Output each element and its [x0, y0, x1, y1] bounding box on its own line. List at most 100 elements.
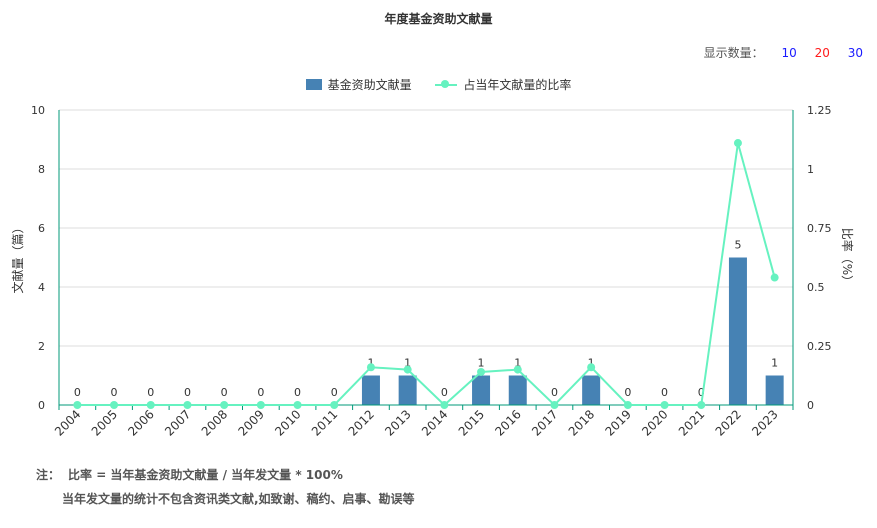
bar-2012	[361, 375, 380, 405]
left-axis-title: 文献量（篇）	[10, 221, 25, 293]
note-ratio-formula: 比率 = 当年基金资助文献量 / 当年发文量 * 100%	[68, 468, 343, 482]
right-axis-tick-label: 0	[807, 399, 814, 412]
x-axis-tick-label: 2008	[199, 407, 230, 438]
x-axis-tick-label: 2004	[52, 407, 83, 438]
bar-data-label: 0	[147, 386, 154, 399]
x-axis-tick-label: 2023	[749, 407, 780, 438]
bar-2023	[765, 375, 784, 405]
count-selector: 显示数量： 10 20 30	[704, 44, 863, 61]
bar-data-label: 0	[294, 386, 301, 399]
left-axis-tick-label: 0	[38, 399, 45, 412]
ratio-line	[77, 142, 776, 407]
left-axis-tick-label: 6	[38, 222, 45, 235]
legend-line-swatch	[435, 79, 458, 90]
bar-data-label: 0	[441, 386, 448, 399]
bar-data-label: 0	[698, 386, 705, 399]
ratio-point-2005	[110, 401, 119, 409]
right-axis-tick-label: 1.25	[807, 104, 832, 117]
ratio-point-2020	[660, 401, 669, 409]
bar-2022	[728, 257, 747, 405]
legend-bar-label: 基金资助文献量	[327, 78, 412, 92]
count-option-30[interactable]: 30	[847, 46, 863, 60]
bar-data-label: 0	[624, 386, 631, 399]
count-option-10[interactable]: 10	[781, 46, 797, 60]
ratio-point-2007	[183, 401, 192, 409]
bar-data-label: 5	[734, 239, 741, 252]
note-line-1: 注： 比率 = 当年基金资助文献量 / 当年发文量 * 100%	[36, 466, 343, 483]
x-axis-tick-label: 2006	[125, 407, 156, 438]
legend-bar-swatch	[305, 79, 322, 90]
bar-data-label: 0	[661, 386, 668, 399]
bar-2018	[582, 375, 601, 405]
x-axis-tick-label: 2011	[309, 407, 340, 438]
ratio-point-2018	[587, 363, 596, 372]
left-axis-tick-label: 2	[38, 340, 45, 353]
bar-data-label: 0	[221, 386, 228, 399]
ratio-point-2022	[733, 139, 742, 148]
bar-2016	[508, 375, 527, 405]
left-axis-tick-label: 10	[31, 104, 45, 117]
x-axis-tick-label: 2015	[456, 407, 487, 438]
ratio-point-2008	[220, 401, 229, 409]
bar-data-label: 0	[331, 386, 338, 399]
ratio-point-2004	[73, 401, 82, 409]
x-axis-tick-label: 2009	[235, 407, 266, 438]
bar-data-label: 0	[74, 386, 81, 399]
ratio-point-2012	[366, 363, 375, 372]
x-axis-tick-label: 2012	[346, 407, 377, 438]
ratio-point-2014	[440, 401, 449, 409]
bar-data-label: 0	[257, 386, 264, 399]
bar-2015	[472, 375, 491, 405]
bar-data-label: 0	[551, 386, 558, 399]
bar-data-label: 1	[771, 357, 778, 370]
right-axis-tick-label: 0.25	[807, 340, 832, 353]
bar-data-label: 1	[514, 357, 521, 370]
ratio-point-2021	[697, 401, 706, 409]
x-axis-tick-label: 2016	[492, 407, 523, 438]
bar-data-label: 0	[184, 386, 191, 399]
legend-item-line[interactable]: 占当年文献量的比率	[435, 76, 571, 93]
bar-data-label: 0	[111, 386, 118, 399]
legend-item-bar[interactable]: 基金资助文献量	[305, 76, 412, 93]
ratio-point-2019	[623, 401, 632, 409]
count-selector-label: 显示数量：	[703, 46, 764, 60]
left-axis-tick-label: 4	[38, 281, 45, 294]
bar-data-label: 1	[367, 357, 374, 370]
x-axis-tick-label: 2014	[419, 407, 450, 438]
ratio-point-2017	[550, 401, 559, 409]
ratio-point-2016	[513, 365, 522, 374]
bar-data-label: 1	[588, 357, 595, 370]
x-axis-tick-label: 2007	[162, 407, 193, 438]
count-option-20[interactable]: 20	[814, 46, 830, 60]
left-axis-tick-label: 8	[38, 163, 45, 176]
chart-title: 年度基金资助文献量	[384, 12, 493, 26]
bar-data-label: 1	[404, 357, 411, 370]
x-axis-tick-label: 2010	[272, 407, 303, 438]
x-axis-tick-label: 2021	[676, 407, 707, 438]
right-axis-tick-label: 1	[807, 163, 814, 176]
right-axis-tick-label: 0.75	[807, 222, 832, 235]
chart-legend: 基金资助文献量 占当年文献量的比率	[0, 76, 877, 93]
x-axis-tick-label: 2022	[713, 407, 744, 438]
x-axis-tick-label: 2005	[89, 407, 120, 438]
x-axis-tick-label: 2018	[566, 407, 597, 438]
x-axis-tick-label: 2019	[602, 407, 633, 438]
ratio-point-2023	[770, 273, 779, 282]
legend-line-label: 占当年文献量的比率	[463, 78, 572, 92]
ratio-point-2010	[293, 401, 302, 409]
right-axis-tick-label: 0.5	[807, 281, 825, 294]
ratio-point-2009	[256, 401, 265, 409]
note-prefix: 注：	[36, 468, 61, 482]
ratio-point-2011	[330, 401, 339, 409]
x-axis-tick-label: 2020	[639, 407, 670, 438]
ratio-point-2013	[403, 365, 412, 374]
x-axis-tick-label: 2017	[529, 407, 560, 438]
bar-2013	[398, 375, 417, 405]
ratio-point-2015	[477, 367, 486, 376]
note-line-2: 当年发文量的统计不包含资讯类文献,如致谢、稿约、启事、勘误等	[62, 492, 415, 506]
x-axis-tick-label: 2013	[382, 407, 413, 438]
right-axis-title: 比率（%）	[840, 228, 855, 287]
bar-data-label: 1	[478, 357, 485, 370]
ratio-point-2006	[146, 401, 155, 409]
